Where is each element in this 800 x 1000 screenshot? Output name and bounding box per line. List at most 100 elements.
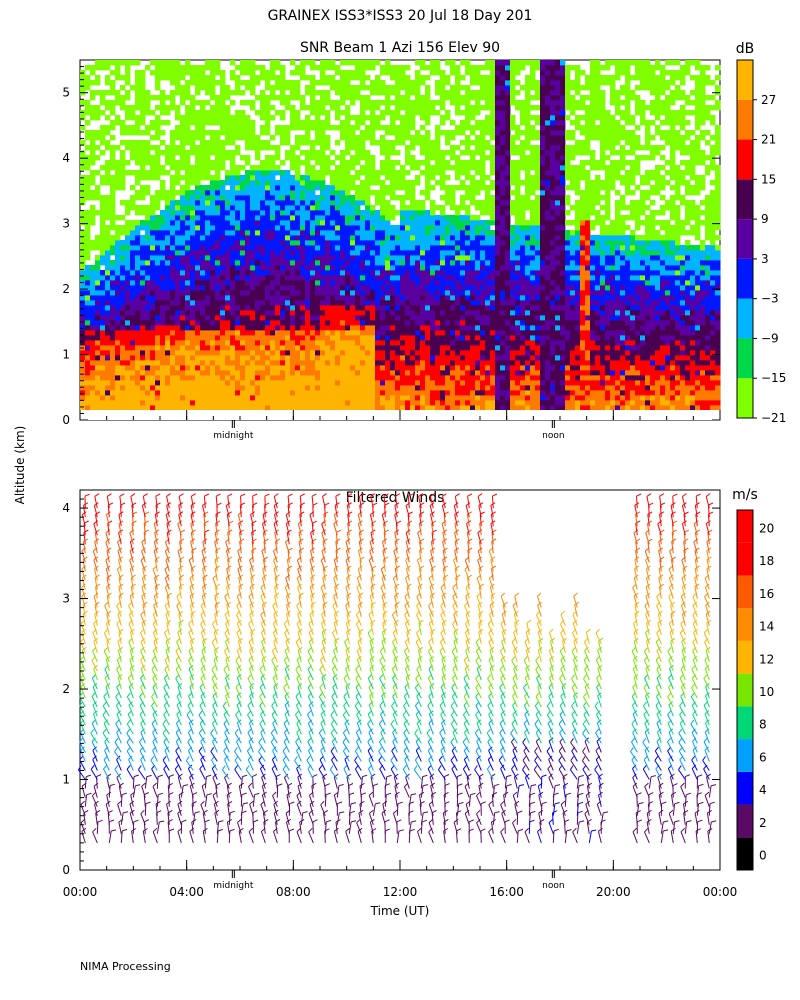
snr-cell xyxy=(320,145,326,151)
snr-cell xyxy=(335,110,341,116)
snr-cell xyxy=(200,235,206,241)
snr-cell xyxy=(370,165,376,171)
snr-cell xyxy=(470,140,476,146)
snr-cell xyxy=(165,60,171,66)
snr-cell xyxy=(100,225,106,231)
snr-cell xyxy=(345,250,351,256)
snr-cell xyxy=(460,200,466,206)
snr-cell xyxy=(325,370,331,376)
snr-cell xyxy=(405,310,411,316)
snr-cell xyxy=(120,225,126,231)
snr-cell xyxy=(165,190,171,196)
snr-cell xyxy=(135,190,141,196)
snr-cell xyxy=(120,365,126,371)
snr-cell xyxy=(330,280,336,286)
snr-cell xyxy=(300,290,306,296)
snr-cell xyxy=(195,295,201,301)
snr-cell xyxy=(425,400,431,406)
snr-cell xyxy=(295,200,301,206)
snr-cell xyxy=(245,325,251,331)
snr-cell xyxy=(405,80,411,86)
snr-cell xyxy=(360,395,366,401)
snr-cell xyxy=(225,305,231,311)
snr-cell xyxy=(300,370,306,376)
snr-cell xyxy=(355,340,361,346)
snr-cell xyxy=(265,145,271,151)
snr-cell xyxy=(290,280,296,286)
snr-cell xyxy=(140,100,146,106)
snr-cell xyxy=(365,290,371,296)
snr-cell xyxy=(110,215,116,221)
snr-cell xyxy=(310,280,316,286)
snr-cell xyxy=(195,145,201,151)
snr-cell xyxy=(260,70,266,76)
snr-cell xyxy=(375,240,381,246)
snr-cell xyxy=(140,380,146,386)
snr-cell xyxy=(270,70,276,76)
snr-cell xyxy=(110,110,116,116)
snr-cell xyxy=(300,250,306,256)
snr-cell xyxy=(200,80,206,86)
snr-cell xyxy=(85,65,91,71)
snr-cell xyxy=(410,235,416,241)
snr-cell xyxy=(390,295,396,301)
snr-cell xyxy=(470,65,476,71)
snr-cell xyxy=(215,140,221,146)
snr-cell xyxy=(120,260,126,266)
snr-cell xyxy=(300,190,306,196)
snr-cell xyxy=(195,380,201,386)
snr-cell xyxy=(405,315,411,321)
snr-cell xyxy=(370,340,376,346)
snr-cell xyxy=(395,230,401,236)
snr-cell xyxy=(185,140,191,146)
snr-cell xyxy=(150,210,156,216)
snr-cell xyxy=(475,145,481,151)
snr-cell xyxy=(145,365,151,371)
snr-cell xyxy=(105,140,111,146)
snr-cell xyxy=(260,295,266,301)
snr-cell xyxy=(450,220,456,226)
snr-cell xyxy=(410,300,416,306)
snr-cell xyxy=(430,295,436,301)
snr-cell xyxy=(180,220,186,226)
snr-cell xyxy=(150,310,156,316)
snr-cell xyxy=(425,235,431,241)
snr-cell xyxy=(390,260,396,266)
snr-cell xyxy=(415,315,421,321)
snr-cell xyxy=(430,60,436,66)
snr-cell xyxy=(295,115,301,121)
snr-cell xyxy=(470,160,476,166)
snr-cell xyxy=(150,120,156,126)
snr-cell xyxy=(320,120,326,126)
snr-cell xyxy=(365,245,371,251)
snr-cell xyxy=(125,270,131,276)
snr-cell xyxy=(245,235,251,241)
snr-cell xyxy=(185,325,191,331)
snr-cell xyxy=(180,390,186,396)
snr-cell xyxy=(470,95,476,101)
snr-cell xyxy=(365,195,371,201)
snr-cell xyxy=(310,400,316,406)
snr-cell xyxy=(465,300,471,306)
snr-cell xyxy=(130,335,136,341)
snr-cell xyxy=(255,270,261,276)
snr-cell xyxy=(440,245,446,251)
snr-cell xyxy=(355,150,361,156)
snr-cell xyxy=(395,195,401,201)
snr-cell xyxy=(325,190,331,196)
snr-cell xyxy=(430,225,436,231)
snr-cell xyxy=(130,340,136,346)
snr-cell xyxy=(315,215,321,221)
snr-cell xyxy=(235,340,241,346)
snr-cell xyxy=(110,295,116,301)
snr-cell xyxy=(320,340,326,346)
snr-cell xyxy=(280,230,286,236)
snr-cell xyxy=(390,310,396,316)
snr-cell xyxy=(420,150,426,156)
snr-cell xyxy=(105,240,111,246)
snr-cell xyxy=(215,180,221,186)
snr-cell xyxy=(135,100,141,106)
snr-cell xyxy=(400,195,406,201)
snr-cell xyxy=(195,385,201,391)
snr-cell xyxy=(445,110,451,116)
